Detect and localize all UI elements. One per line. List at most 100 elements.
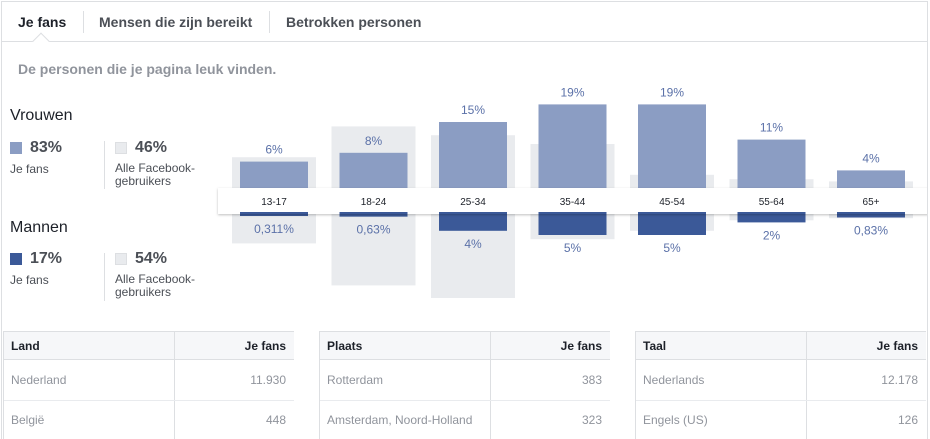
column-divider — [490, 332, 491, 439]
row-value: 448 — [265, 413, 286, 427]
women-fans-data-label: 19% — [660, 85, 684, 99]
age-tick-label: 25-34 — [460, 197, 486, 208]
row-name: België — [11, 413, 45, 427]
column-divider — [174, 332, 175, 439]
age-tick-label: 55-64 — [759, 197, 785, 208]
women-fans-data-label: 11% — [760, 121, 783, 135]
header-je-fans[interactable]: Je fans — [560, 339, 602, 353]
men-fans-data-label: 0,311% — [254, 222, 294, 236]
women-fans-bar — [837, 170, 905, 188]
women-fans-data-label: 6% — [265, 143, 283, 157]
men-fans-bar-edge — [638, 212, 706, 214]
header-land: Land — [11, 339, 40, 353]
men-fans-data-label: 5% — [663, 241, 681, 255]
men-title: Mannen — [10, 219, 68, 236]
legend-divider — [104, 141, 105, 189]
men-fans-bar — [339, 214, 408, 217]
table-row: Nederlands 12.178 — [636, 360, 926, 400]
table-row: België 448 — [4, 400, 294, 439]
women-title: Vrouwen — [10, 107, 73, 124]
tab-bar: Je fans Mensen die zijn bereikt Betrokke… — [2, 2, 927, 50]
women-fans-swatch — [10, 142, 22, 154]
men-fans-bar — [538, 214, 607, 235]
city-table: Plaats Je fans Rotterdam 383 Amsterdam, … — [319, 331, 610, 439]
header-je-fans[interactable]: Je fans — [244, 339, 286, 353]
men-fans-bar-edge — [240, 212, 308, 214]
table-header: Land Je fans — [4, 332, 294, 360]
men-fans-bar-edge — [339, 212, 408, 214]
women-fans-data-label: 8% — [365, 134, 383, 148]
men-fans-swatch — [10, 253, 22, 265]
men-fans-data-label: 5% — [564, 241, 582, 255]
row-divider — [636, 400, 926, 401]
women-fans-data-label: 15% — [461, 103, 485, 117]
women-fans-bar — [737, 139, 806, 188]
men-fans-pct: 17% — [30, 250, 63, 267]
women-fans-bar — [439, 122, 507, 188]
age-axis-band — [218, 188, 927, 214]
men-fans-data-label: 0,83% — [854, 223, 888, 237]
women-all-label-1: Alle Facebook- — [115, 161, 196, 175]
table-row: Rotterdam 383 — [320, 360, 610, 400]
row-name: Nederlands — [643, 373, 705, 387]
men-fans-data-label: 0,63% — [356, 223, 390, 237]
row-value: 383 — [581, 373, 602, 387]
women-all-pct: 46% — [135, 139, 168, 156]
women-fans-bar — [638, 104, 706, 188]
men-all-pct: 54% — [135, 250, 168, 267]
age-tick-label: 65+ — [863, 197, 880, 208]
men-fans-data-label: 4% — [464, 237, 482, 251]
row-value: 323 — [581, 413, 602, 427]
legend-divider — [104, 253, 105, 301]
men-fans-bar — [638, 214, 706, 235]
row-divider — [4, 400, 294, 401]
row-name: Amsterdam, Noord-Holland — [327, 413, 473, 427]
women-fans-label: Je fans — [10, 162, 49, 176]
page-subtitle: De personen die je pagina leuk vinden. — [18, 61, 277, 77]
age-gender-chart: 6% 0,311% 8% 0,63% 15% 4% 19% 5% 19% 5% 11% 2% 4% 0,8… — [218, 85, 927, 298]
row-name: Engels (US) — [643, 413, 708, 427]
women-fans-bar — [538, 104, 607, 188]
men-fans-bar — [737, 214, 806, 223]
men-all-label-1: Alle Facebook- — [115, 272, 196, 286]
men-all-bar — [331, 214, 416, 286]
men-all-swatch — [115, 253, 127, 265]
men-fans-bar — [240, 214, 308, 216]
row-value: 11.930 — [250, 373, 286, 387]
row-value: 12.178 — [881, 373, 918, 387]
men-all-bar — [232, 214, 316, 244]
age-tick-label: 35-44 — [560, 197, 586, 208]
age-tick-label: 13-17 — [261, 197, 287, 208]
header-plaats: Plaats — [327, 339, 363, 353]
age-tick-label: 45-54 — [659, 197, 685, 208]
men-fans-bar-edge — [737, 212, 806, 214]
tab-divider — [83, 11, 84, 33]
header-je-fans[interactable]: Je fans — [876, 339, 918, 353]
tab-divider — [269, 11, 270, 33]
table-header: Plaats Je fans — [320, 332, 610, 360]
age-tick-label: 18-24 — [361, 197, 387, 208]
men-fans-data-label: 2% — [763, 228, 781, 242]
table-header: Taal Je fans — [636, 332, 926, 360]
men-all-label-2: gebruikers — [115, 285, 172, 299]
row-divider — [320, 400, 610, 401]
women-fans-data-label: 4% — [862, 151, 880, 165]
women-all-swatch — [115, 142, 127, 154]
tab-je-fans[interactable]: Je fans — [18, 14, 67, 30]
men-fans-label: Je fans — [10, 273, 49, 287]
men-fans-bar-edge — [837, 212, 905, 214]
language-table: Taal Je fans Nederlands 12.178 Engels (U… — [635, 331, 926, 439]
men-fans-bar-edge — [439, 212, 507, 214]
women-all-label-2: gebruikers — [115, 174, 172, 188]
women-fans-pct: 83% — [30, 139, 63, 156]
column-divider — [806, 332, 807, 439]
tab-mensen-bereikt[interactable]: Mensen die zijn bereikt — [99, 14, 253, 30]
men-fans-bar-edge — [538, 212, 607, 214]
row-name: Rotterdam — [327, 373, 384, 387]
men-fans-bar — [837, 214, 905, 218]
women-fans-bar — [240, 161, 308, 188]
tab-betrokken-personen[interactable]: Betrokken personen — [286, 14, 422, 30]
row-value: 126 — [897, 413, 918, 427]
table-row: Amsterdam, Noord-Holland 323 — [320, 400, 610, 439]
